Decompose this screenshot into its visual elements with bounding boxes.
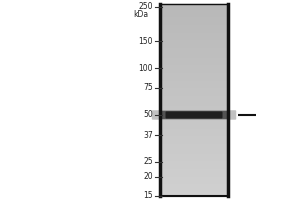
FancyBboxPatch shape <box>152 110 236 120</box>
Text: 25: 25 <box>143 157 153 166</box>
Text: kDa: kDa <box>133 10 148 19</box>
Text: 75: 75 <box>143 83 153 92</box>
Text: 150: 150 <box>139 37 153 46</box>
Text: 50: 50 <box>143 110 153 119</box>
Text: 37: 37 <box>143 131 153 140</box>
FancyBboxPatch shape <box>160 111 228 119</box>
Text: 250: 250 <box>139 2 153 11</box>
Text: 15: 15 <box>143 192 153 200</box>
Text: 100: 100 <box>139 64 153 73</box>
Text: 20: 20 <box>143 172 153 181</box>
FancyBboxPatch shape <box>166 111 223 118</box>
